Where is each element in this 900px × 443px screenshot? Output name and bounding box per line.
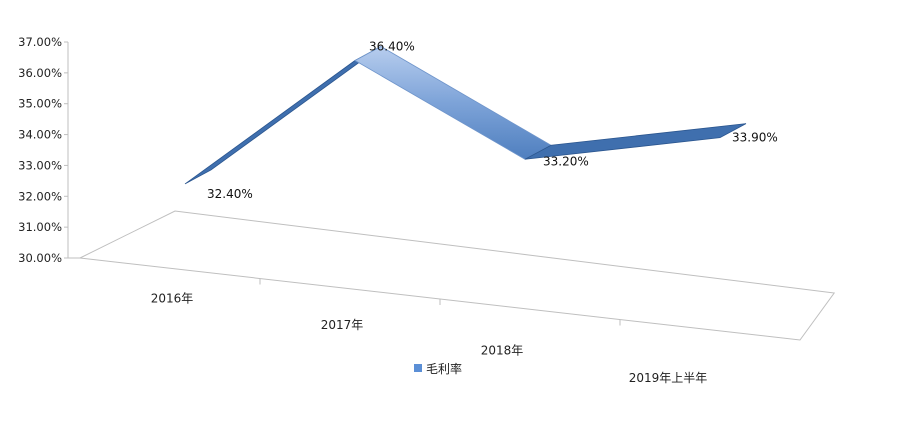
legend: 毛利率 [414, 361, 462, 376]
y-tick-labels: 30.00% 31.00% 32.00% 33.00% 34.00% 35.00% 36.0… [18, 35, 68, 265]
y-tick-label: 30.00% [18, 251, 62, 265]
y-tick-label: 32.00% [18, 189, 62, 203]
y-tick-label: 37.00% [18, 35, 62, 49]
x-tick-label: 2017年 [321, 318, 364, 332]
data-label: 36.40% [369, 40, 415, 54]
axes [67, 42, 836, 341]
x-tick-label: 2018年 [481, 343, 524, 357]
series-ribbon [184, 46, 747, 185]
y-tick-label: 34.00% [18, 128, 62, 142]
x-tick-labels: 2016年 2017年 2018年 2019年上半年 [151, 278, 708, 385]
y-tick-label: 33.00% [18, 158, 62, 172]
ribbon-segment [354, 46, 552, 160]
x-tick-label: 2019年上半年 [629, 371, 708, 385]
x-tick-label: 2016年 [151, 291, 194, 305]
legend-label: 毛利率 [426, 361, 462, 376]
data-labels: 32.40% 36.40% 33.20% 33.90% [207, 40, 778, 201]
data-label: 32.40% [207, 187, 253, 201]
y-tick-label: 31.00% [18, 220, 62, 234]
y-tick-label: 36.00% [18, 66, 62, 80]
floor-plane [78, 210, 836, 341]
y-tick-label: 35.00% [18, 97, 62, 111]
ribbon-segment [524, 123, 747, 160]
data-label: 33.90% [732, 131, 778, 145]
ribbon-segment [184, 46, 382, 185]
legend-marker [414, 364, 422, 372]
data-label: 33.20% [543, 154, 589, 168]
